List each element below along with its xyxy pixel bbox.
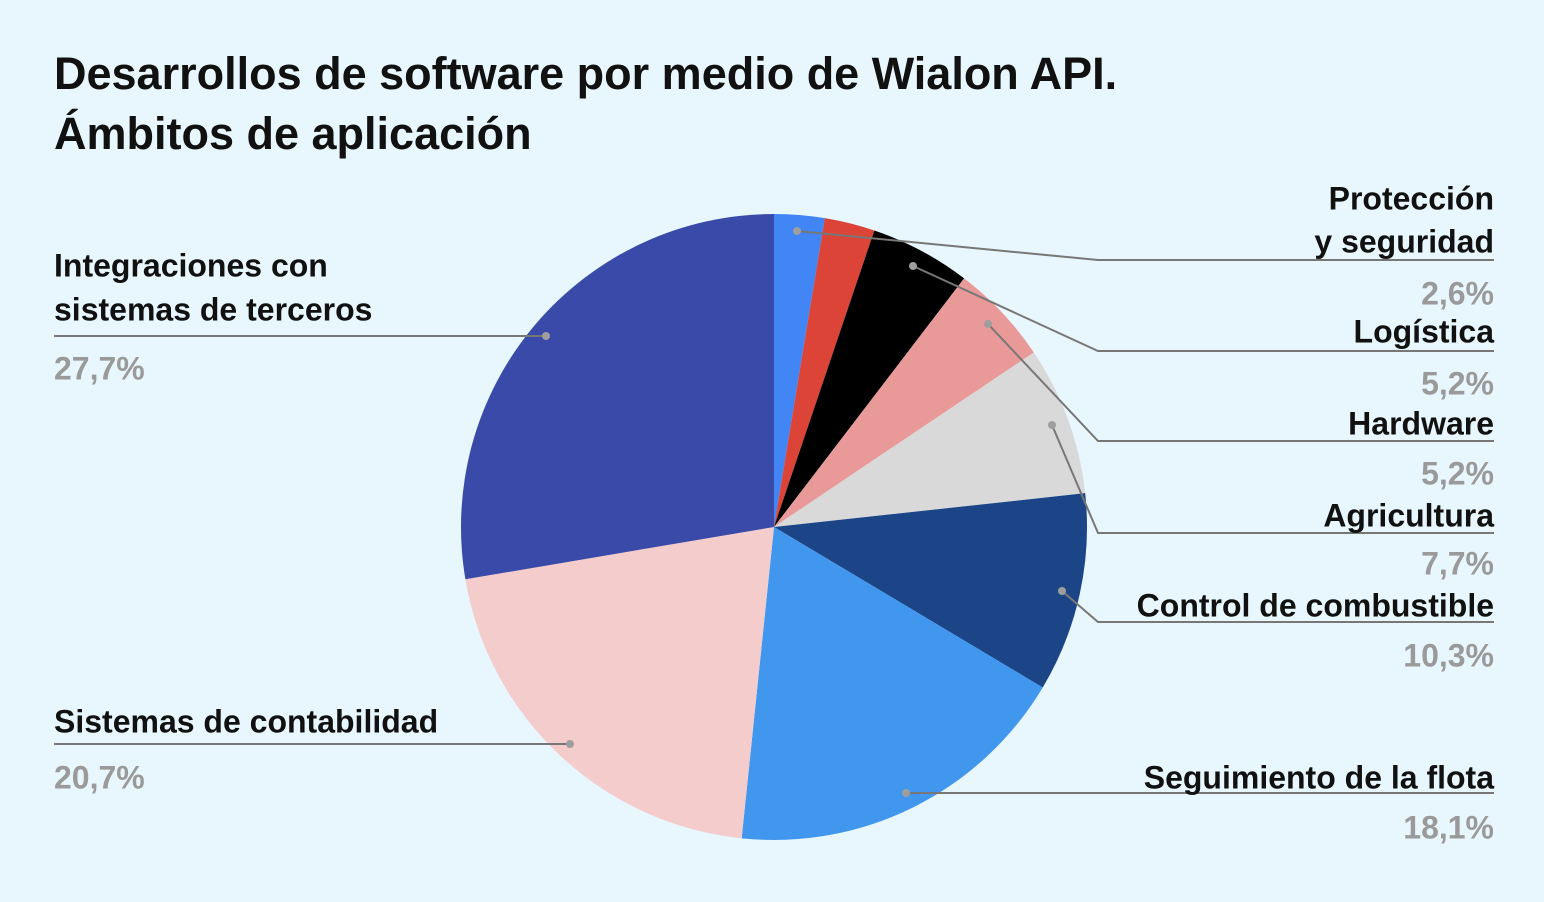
leader-dot-5 <box>1058 587 1066 595</box>
leader-dot-4 <box>1048 421 1056 429</box>
slice-label-name-2-1: Logística <box>1354 313 1495 349</box>
leader-dot-1 <box>793 227 801 235</box>
slice-label-percent-6: 18,1% <box>1403 809 1494 845</box>
slice-label-name-7-1: Sistemas de contabilidad <box>54 703 438 739</box>
chart-title-line-2: Ámbitos de aplicación <box>54 108 532 159</box>
slice-label-name-1-2: y seguridad <box>1314 223 1494 259</box>
leader-line-5 <box>1061 590 1494 623</box>
slice-label-percent-2: 5,2% <box>1421 365 1494 401</box>
leader-line-4 <box>1051 424 1494 534</box>
pie-slice-6 <box>774 493 1088 688</box>
leader-line-2 <box>912 265 1494 352</box>
pie-slice-8 <box>465 527 774 839</box>
pie-slices <box>460 214 1088 840</box>
slice-label-name-8-1: Integraciones con <box>54 247 328 283</box>
leader-line-1 <box>796 230 1494 261</box>
leader-dot-7 <box>566 740 574 748</box>
slice-label-percent-3: 5,2% <box>1421 455 1494 491</box>
slice-label-name-6-1: Seguimiento de la flota <box>1144 759 1494 795</box>
slice-label-name-1-1: Protección <box>1329 180 1494 216</box>
slice-label-percent-4: 7,7% <box>1421 545 1494 581</box>
slice-label-name-3-1: Hardware <box>1348 405 1494 441</box>
slice-label-percent-5: 10,3% <box>1403 637 1494 673</box>
slice-label-percent-1: 2,6% <box>1421 275 1494 311</box>
pie-slice-9 <box>460 214 774 580</box>
leader-dot-3 <box>984 320 992 328</box>
pie-slice-3 <box>774 230 965 527</box>
pie-slice-4 <box>774 278 1034 527</box>
slice-label-percent-7: 20,7% <box>54 759 145 795</box>
leader-dot-2 <box>909 262 917 270</box>
pie-slice-1 <box>774 214 825 527</box>
chart-title: Desarrollos de software por medio de Wia… <box>54 44 1117 164</box>
pie-slice-2 <box>774 218 875 527</box>
slice-label-percent-8: 27,7% <box>54 350 145 386</box>
slice-labels: Protección y seguridad 2,6%Logística 5,2% Ha… <box>54 180 1494 845</box>
pie-slice-7 <box>741 527 1043 840</box>
pie-slice-5 <box>774 352 1086 527</box>
leader-dot-8 <box>542 332 550 340</box>
slice-label-name-5-1: Control de combustible <box>1137 587 1494 623</box>
leader-line-3 <box>987 323 1494 442</box>
slice-label-name-8-2: sistemas de terceros <box>54 291 372 327</box>
slice-label-name-4-1: Agricultura <box>1323 497 1494 533</box>
leader-lines <box>54 227 1494 797</box>
chart-title-line-1: Desarrollos de software por medio de Wia… <box>54 48 1118 99</box>
leader-dot-6 <box>902 789 910 797</box>
